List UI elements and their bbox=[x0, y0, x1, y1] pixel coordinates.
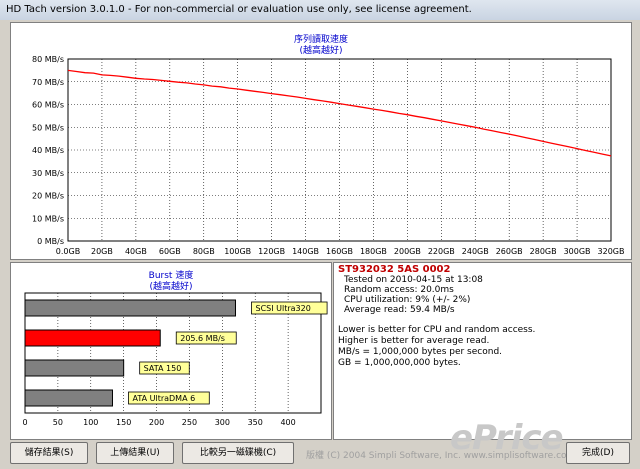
info-random-access: Random access: 20.0ms bbox=[344, 285, 454, 295]
read-chart-subtitle: (越高越好) bbox=[299, 46, 343, 56]
burst-bar-label: SCSI Ultra320 bbox=[255, 304, 310, 313]
compare-drive-button[interactable]: 比較另一磁碟機(C) bbox=[182, 442, 294, 464]
x-tick-label: 120GB bbox=[258, 247, 285, 256]
info-tested: Tested on 2010-04-15 at 13:08 bbox=[344, 275, 483, 285]
burst-tick-label: 0 bbox=[22, 418, 27, 427]
x-tick-label: 240GB bbox=[462, 247, 489, 256]
burst-bar bbox=[24, 299, 236, 317]
burst-tick-label: 300 bbox=[215, 418, 230, 427]
window-title: HD Tach version 3.0.1.0 - For non-commer… bbox=[6, 4, 472, 15]
burst-bar-label: 205.6 MB/s bbox=[180, 334, 225, 343]
burst-bar bbox=[24, 329, 161, 347]
x-tick-label: 320GB bbox=[598, 247, 625, 256]
burst-tick-label: 350 bbox=[248, 418, 263, 427]
burst-bar bbox=[24, 359, 125, 377]
y-tick-label: 40 MB/s bbox=[32, 146, 64, 155]
burst-tick-label: 100 bbox=[83, 418, 98, 427]
burst-bar-label: ATA UltraDMA 6 bbox=[132, 394, 195, 403]
sequential-read-chart: 0 MB/s 10 MB/s 20 MB/s 30 MB/s 40 MB/s 50 MB/… bbox=[32, 55, 625, 256]
done-button[interactable]: 完成(D) bbox=[566, 442, 630, 464]
drive-name: ST932032 5AS 0002 bbox=[338, 264, 451, 275]
sequential-read-panel: 序列讀取速度 (越高越好) 0 MB/s 10 MB/s 20 MB/s 30 MB/… bbox=[10, 22, 632, 260]
burst-chart-title: Burst 速度 bbox=[148, 271, 194, 281]
burst-panel: Burst 速度 (越高越好) 0 50 100 150 200 250 300 350 400… bbox=[10, 262, 332, 440]
burst-bar-label: SATA 150 bbox=[144, 364, 182, 373]
x-tick-label: 200GB bbox=[394, 247, 421, 256]
upload-results-button[interactable]: 上傳結果(U) bbox=[96, 442, 174, 464]
y-tick-label: 50 MB/s bbox=[32, 123, 64, 132]
x-tick-label: 180GB bbox=[360, 247, 387, 256]
info-note-3: MB/s = 1,000,000 bytes per second. bbox=[338, 347, 503, 357]
x-tick-label: 160GB bbox=[326, 247, 353, 256]
y-tick-label: 70 MB/s bbox=[32, 78, 64, 87]
burst-label-box bbox=[128, 391, 210, 405]
y-tick-label: 30 MB/s bbox=[32, 169, 64, 178]
copyright-text: 版權 (C) 2004 Simpli Software, Inc. www.si… bbox=[306, 451, 576, 461]
x-tick-label: 60GB bbox=[159, 247, 181, 256]
y-tick-label: 10 MB/s bbox=[32, 214, 64, 223]
x-tick-label: 140GB bbox=[292, 247, 319, 256]
info-panel: ST932032 5AS 0002 Tested on 2010-04-15 a… bbox=[333, 262, 632, 440]
y-tick-label: 0 MB/s bbox=[37, 237, 64, 246]
eprice-watermark: ePrice bbox=[450, 418, 564, 458]
save-results-button[interactable]: 儲存結果(S) bbox=[10, 442, 88, 464]
x-tick-label: 40GB bbox=[125, 247, 147, 256]
x-tick-label: 220GB bbox=[428, 247, 455, 256]
burst-tick-label: 400 bbox=[280, 418, 295, 427]
x-tick-label: 260GB bbox=[496, 247, 523, 256]
x-tick-label: 300GB bbox=[564, 247, 591, 256]
x-tick-label: 80GB bbox=[193, 247, 215, 256]
info-note-1: Lower is better for CPU and random acces… bbox=[338, 325, 536, 335]
burst-chart-subtitle: (越高越好) bbox=[149, 282, 193, 292]
y-tick-label: 20 MB/s bbox=[32, 192, 64, 201]
info-note-4: GB = 1,000,000,000 bytes. bbox=[338, 358, 461, 368]
y-tick-label: 80 MB/s bbox=[32, 55, 64, 64]
burst-tick-label: 150 bbox=[116, 418, 131, 427]
x-tick-label: 280GB bbox=[530, 247, 557, 256]
info-average-read: Average read: 59.4 MB/s bbox=[344, 305, 455, 315]
burst-bar bbox=[24, 389, 113, 407]
info-cpu: CPU utilization: 9% (+/- 2%) bbox=[344, 295, 471, 305]
burst-chart: 0 50 100 150 200 250 300 350 400 SCSI Ultra320 205… bbox=[22, 292, 328, 427]
x-tick-label: 0.0GB bbox=[56, 247, 80, 256]
burst-tick-label: 200 bbox=[149, 418, 164, 427]
x-tick-label: 100GB bbox=[224, 247, 251, 256]
y-tick-label: 60 MB/s bbox=[32, 101, 64, 110]
title-bar: HD Tach version 3.0.1.0 - For non-commer… bbox=[0, 0, 640, 20]
info-note-2: Higher is better for average read. bbox=[338, 336, 490, 346]
burst-label-box bbox=[175, 331, 237, 345]
burst-tick-label: 250 bbox=[182, 418, 197, 427]
burst-label-box bbox=[251, 301, 328, 315]
read-speed-line bbox=[67, 69, 612, 157]
burst-label-box bbox=[139, 361, 190, 375]
x-tick-label: 20GB bbox=[91, 247, 113, 256]
burst-tick-label: 50 bbox=[53, 418, 63, 427]
read-chart-title: 序列讀取速度 bbox=[293, 35, 348, 45]
